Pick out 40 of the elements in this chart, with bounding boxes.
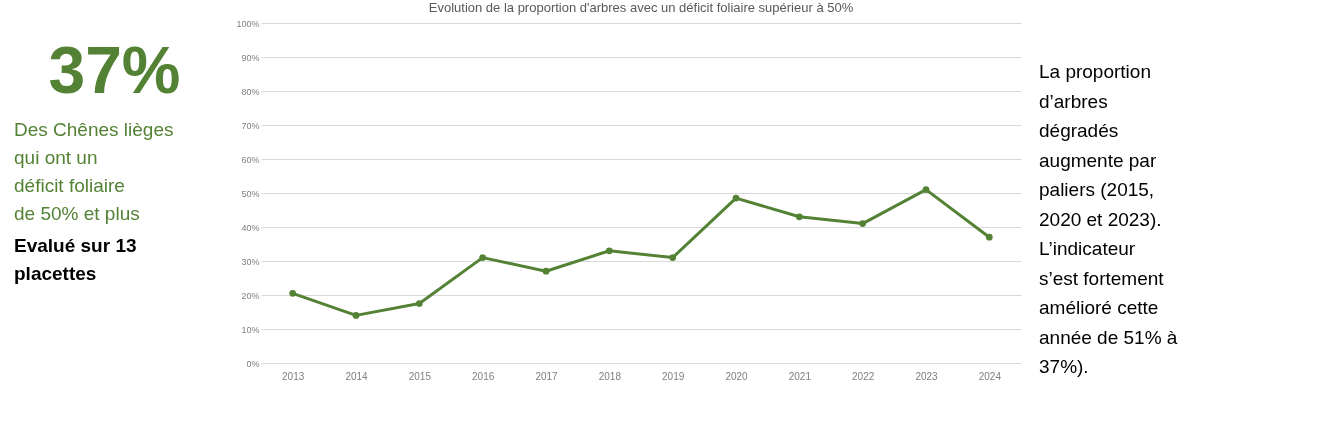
x-tick-label: 2014: [345, 370, 369, 382]
x-tick-label: 2023: [915, 370, 939, 382]
point: [922, 186, 930, 193]
point: [669, 254, 677, 261]
point: [289, 289, 297, 297]
y-tick-label: 50%: [241, 188, 260, 199]
x-tick-label: 2022: [852, 370, 875, 382]
y-tick-label: 20%: [241, 290, 260, 301]
text: La proportion d’arbres dégradés augmente par paliers (2015, 2020 et 2023). L’indicateur s’est fortement amélioré cette année de 51% à 37%).: [1039, 61, 1178, 377]
point: [732, 194, 740, 202]
y-tick-label: 40%: [241, 222, 260, 233]
x-tick-label: 2021: [788, 370, 812, 382]
point: [605, 247, 613, 255]
y-tick-label: 0%: [246, 358, 260, 369]
point: [479, 254, 487, 261]
y-tick-label: 70%: [241, 120, 260, 131]
point: [859, 220, 867, 227]
x-tick-label: 2017: [535, 370, 559, 382]
y-tick-label: 80%: [241, 86, 260, 97]
x-tick-label: 2015: [408, 370, 432, 382]
x-tick-label: 2024: [978, 370, 1002, 382]
point: [415, 300, 423, 307]
point: [352, 312, 360, 319]
x-tick-label: 2018: [598, 370, 622, 382]
point: [985, 233, 993, 241]
x-tick-label: 2020: [725, 370, 749, 382]
y-tick-label: 60%: [241, 154, 260, 165]
x-tick-label: 2019: [662, 370, 685, 382]
text: 37%: [48, 33, 181, 107]
point: [795, 213, 803, 221]
x-tick-label: 2013: [282, 370, 305, 382]
point: [542, 267, 550, 275]
x-tick-label: 2016: [472, 370, 495, 382]
y-tick-label: 30%: [241, 256, 260, 267]
text: Des Chênes lièges qui ont un déficit foliaire de 50% et plus: [14, 119, 174, 224]
chart-title: Evolution de la proportion d'arbres avec un déficit foliaire supérieur à 50%: [428, 0, 854, 15]
y-tick-label: 10%: [241, 324, 260, 335]
y-tick-label: 90%: [241, 52, 260, 63]
text: Evalué sur 13 placettes: [14, 235, 137, 284]
y-tick-label: 100%: [236, 18, 260, 29]
